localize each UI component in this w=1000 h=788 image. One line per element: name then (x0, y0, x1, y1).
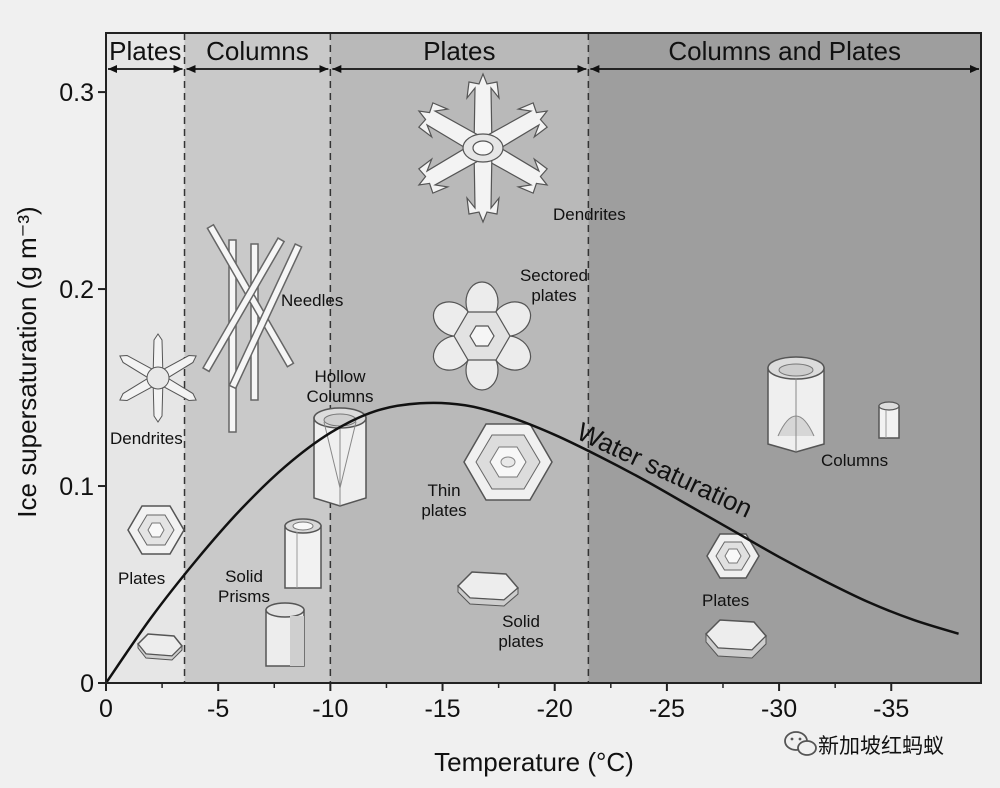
plate-crystal-left (127, 505, 185, 555)
thin-plate-crystal (463, 423, 553, 501)
solid-plate-crystal-center (456, 571, 520, 607)
crystal-label-line: Solid (225, 567, 263, 586)
solid-prism-crystal-short (265, 602, 305, 667)
solid-plate-crystal-small (136, 633, 184, 661)
crystal-label-line: plates (498, 632, 543, 651)
y-axis-title: Ice supersaturation (g m⁻³) (12, 206, 42, 517)
label-solid-plates: Solid plates (498, 612, 543, 651)
small-column-crystal (878, 401, 900, 439)
region-band (106, 33, 185, 683)
label-needles: Needles (281, 291, 343, 310)
y-tick-label: 0.1 (59, 473, 94, 501)
x-tick-label: -20 (537, 695, 573, 723)
label-plates-right: Plates (702, 591, 749, 610)
y-tick-label: 0.2 (59, 276, 94, 304)
crystal-labels: Dendrites Plates Needles Hollow Columns S… (110, 205, 888, 651)
x-axis-title: Temperature (°C) (434, 747, 634, 777)
crystal-label-line: Prisms (218, 587, 270, 606)
crystal-label-line: plates (421, 501, 466, 520)
watermark: 新加坡红蚂蚁 (784, 731, 944, 758)
water-saturation-curve (104, 401, 959, 684)
region-title: Columns and Plates (668, 36, 901, 66)
y-tick-label: 0.3 (59, 79, 94, 107)
label-dendrites-left: Dendrites (110, 429, 183, 448)
y-tick-label: 0 (80, 670, 94, 698)
x-tick-label: -25 (649, 695, 685, 723)
dendrite-crystal-large (417, 72, 549, 224)
wechat-icon (784, 731, 817, 756)
crystal-illustrations (119, 72, 900, 667)
x-tick-label: -10 (312, 695, 348, 723)
plate-crystal-right (706, 533, 760, 579)
x-tick-label: -30 (761, 695, 797, 723)
crystal-label-line: Sectored (520, 266, 588, 285)
label-solid-prisms: Solid Prisms (218, 567, 270, 606)
needle-crystals (202, 223, 303, 433)
hollow-column-crystal (313, 407, 367, 507)
label-columns-right: Columns (821, 451, 888, 470)
crystal-label-line: Hollow (314, 367, 366, 386)
region-title: Columns (206, 36, 309, 66)
crystal-label-line: Solid (502, 612, 540, 631)
sectored-plate-crystal (432, 281, 532, 391)
axes: 0 -5 -10 -15 -20 -25 -30 -35 0 0.1 0.2 0.3 (59, 79, 909, 723)
x-tick-label: -5 (207, 695, 229, 723)
watermark-text: 新加坡红蚂蚁 (818, 735, 944, 758)
hollow-column-crystal-right (767, 356, 825, 453)
solid-plate-crystal-right (704, 619, 768, 659)
crystal-label-line: plates (531, 286, 576, 305)
x-tick-label: 0 (99, 695, 113, 723)
x-tick-label: -15 (424, 695, 460, 723)
plot-frame (105, 32, 982, 684)
region-title: Plates (109, 36, 181, 66)
solid-prism-crystal-tall (284, 518, 322, 589)
crystal-label-line: Thin (427, 481, 460, 500)
label-dendrites-center: Dendrites (553, 205, 626, 224)
label-plates-left: Plates (118, 569, 165, 588)
label-hollow-columns: Hollow Columns (306, 367, 373, 406)
dendrite-crystal-small (119, 333, 197, 423)
label-sectored-plates: Sectored plates (520, 266, 588, 305)
crystal-label-line: Columns (306, 387, 373, 406)
x-tick-label: -35 (873, 695, 909, 723)
label-thin-plates: Thin plates (421, 481, 466, 520)
region-title: Plates (423, 36, 495, 66)
